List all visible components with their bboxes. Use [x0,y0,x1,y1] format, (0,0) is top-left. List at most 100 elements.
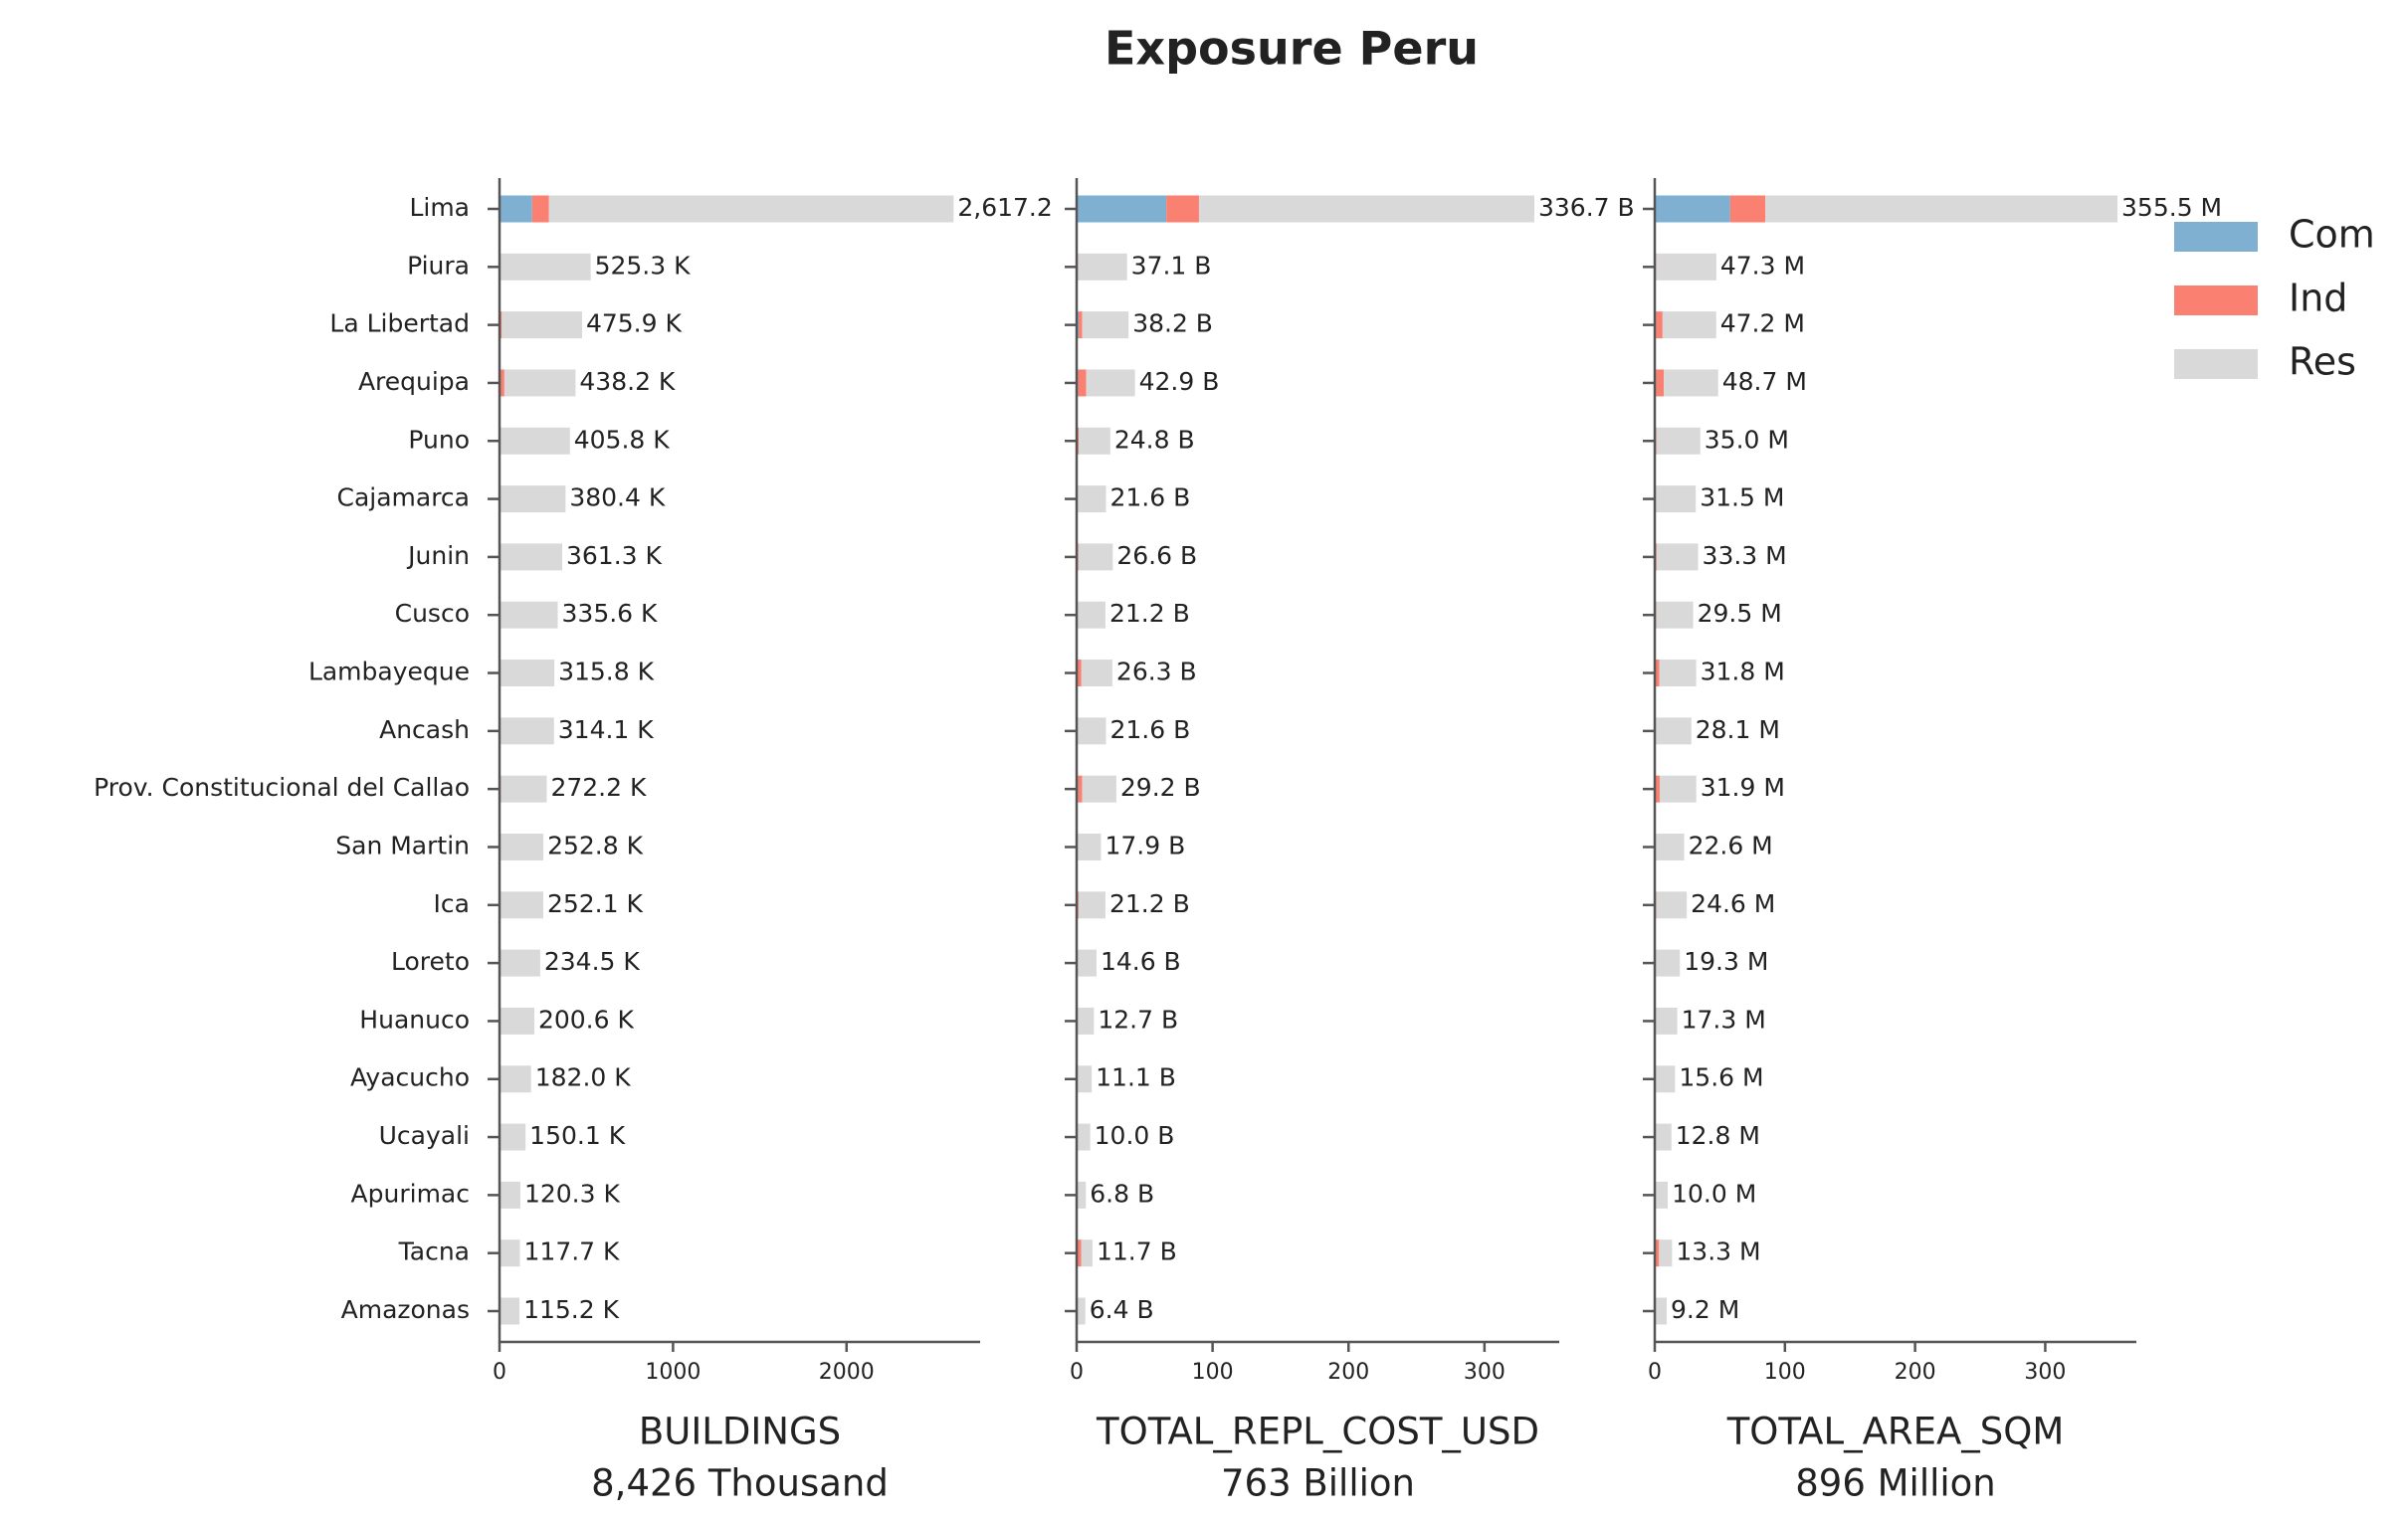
bar-segment [503,369,576,397]
value-label: 38.2 B [1132,309,1213,338]
bar-segment [1656,427,1701,455]
bar-segment [1077,1181,1087,1209]
value-label: 355.5 M [2121,193,2222,222]
bar-segment [500,253,591,281]
y-tick-label: Loreto [391,947,470,976]
bar-segment [1656,717,1692,745]
legend-label: Res [2289,340,2356,384]
x-tick-label: 0 [493,1360,506,1385]
bar-segment [1729,195,1766,223]
bar-segment [1077,949,1097,977]
value-label: 475.9 K [586,309,683,338]
y-tick-label: Junin [406,541,470,570]
y-tick-label: Cusco [395,599,470,628]
legend-label: Ind [2289,277,2347,320]
bar-segment [548,195,954,223]
bar-segment [1077,1065,1093,1093]
bar-segment [1198,195,1534,223]
value-label: 315.8 K [558,658,655,686]
bar-segment [1656,775,1660,803]
legend-swatch [2174,285,2258,315]
bar-segment [1078,717,1106,745]
bar-segment [1656,311,1663,339]
bar-segment [1655,1123,1672,1151]
bar-segment [1656,543,1699,571]
bar-segment [1082,311,1129,339]
y-tick-label: Amazonas [341,1295,470,1324]
value-label: 252.1 K [547,889,644,918]
value-label: 21.6 B [1110,715,1191,744]
value-label: 182.0 K [535,1063,632,1092]
value-label: 12.8 M [1676,1121,1760,1150]
value-label: 33.3 M [1703,541,1787,570]
x-tick-label: 100 [1192,1360,1234,1385]
bar-segment [502,311,582,339]
value-label: 272.2 K [550,773,647,802]
bar-segment [500,833,544,860]
value-label: 14.6 B [1101,947,1181,976]
value-label: 252.8 K [547,831,644,859]
bar-segment [1078,253,1127,281]
bar-segment [1077,1123,1091,1151]
x-axis-label: 8,426 Thousand [591,1462,889,1505]
value-label: 31.8 M [1701,658,1785,686]
value-label: 17.9 B [1104,831,1185,859]
bar-segment [500,601,558,629]
bar-segment [1655,1181,1669,1209]
bar-segment [1655,1007,1678,1035]
figure-title: Exposure Peru [1104,22,1479,76]
y-tick-label: Huanuco [359,1005,470,1034]
y-tick-label: Cajamarca [336,483,470,512]
bar-segment [500,1181,520,1209]
value-label: 234.5 K [544,947,641,976]
bar-segment [500,1007,534,1035]
bar-segment [1078,891,1105,919]
x-tick-label: 200 [1327,1360,1369,1385]
bar-segment [1079,311,1083,339]
value-label: 117.7 K [524,1237,621,1266]
value-label: 24.6 M [1691,889,1775,918]
legend-swatch [2174,349,2258,379]
value-label: 15.6 M [1679,1063,1763,1092]
value-label: 314.1 K [558,715,655,744]
bar-segment [1081,660,1112,687]
value-label: 35.0 M [1705,425,1789,454]
value-label: 200.6 K [538,1005,635,1034]
value-label: 11.7 B [1097,1237,1177,1266]
bar-segment [1655,660,1660,687]
value-label: 6.4 B [1090,1295,1154,1324]
bar-segment [1078,601,1105,629]
y-tick-label: Lima [409,193,470,222]
bar-segment [500,195,532,223]
value-label: 13.3 M [1676,1237,1760,1266]
x-tick-label: 1000 [645,1360,701,1385]
bar-segment [1077,833,1102,860]
value-label: 10.0 M [1672,1179,1756,1208]
bar-segment [1659,1239,1673,1267]
bar-segment [500,427,570,455]
bar-segment [1655,1239,1660,1267]
value-label: 120.3 K [524,1179,621,1208]
bar-segment [1655,1297,1668,1325]
x-tick-label: 2000 [819,1360,875,1385]
bar-segment [1166,195,1199,223]
value-label: 31.5 M [1700,483,1784,512]
value-label: 335.6 K [562,599,659,628]
value-label: 26.3 B [1116,658,1197,686]
bar-segment [500,949,540,977]
legend-label: Com [2289,213,2375,257]
x-tick-label: 300 [2024,1360,2066,1385]
x-axis-label: TOTAL_AREA_SQM [1726,1411,2065,1453]
x-axis-label: BUILDINGS [639,1411,841,1453]
y-tick-label: Arequipa [358,367,470,396]
bar-segment [1078,543,1113,571]
y-tick-label: Apurimac [351,1179,470,1208]
value-label: 48.7 M [1722,367,1807,396]
bar-segment [1086,369,1135,397]
bar-segment [531,195,549,223]
bar-segment [500,485,566,513]
y-tick-label: San Martin [335,831,470,859]
value-label: 24.8 B [1114,425,1195,454]
bar-segment [1077,1297,1086,1325]
